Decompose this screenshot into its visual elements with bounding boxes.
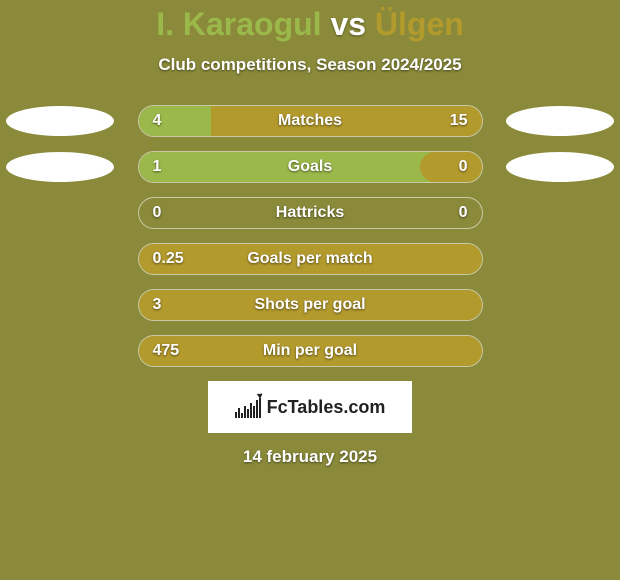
comparison-title: I. Karaogul vs Ülgen xyxy=(0,6,620,43)
stat-value-left: 0 xyxy=(153,204,162,222)
stat-label: Goals xyxy=(288,158,332,176)
fctables-logo: FcTables.com xyxy=(208,381,412,433)
team-logo-placeholder-right xyxy=(506,106,614,136)
vs-text: vs xyxy=(322,6,375,42)
stat-bar: 3 Shots per goal xyxy=(138,289,483,321)
stat-label: Min per goal xyxy=(263,342,357,360)
stat-row: 475 Min per goal xyxy=(0,335,620,367)
stat-row: 0.25 Goals per match xyxy=(0,243,620,275)
stat-row: 1 0 Goals xyxy=(0,151,620,183)
stat-bar: 1 0 Goals xyxy=(138,151,483,183)
stat-bar: 475 Min per goal xyxy=(138,335,483,367)
player2-name: Ülgen xyxy=(375,6,464,42)
stat-value-right: 0 xyxy=(459,204,468,222)
stat-bar: 0 0 Hattricks xyxy=(138,197,483,229)
stats-rows: 4 15 Matches 1 0 Goals 0 0 Hattricks 0.25 Goals pe… xyxy=(0,105,620,367)
player1-name: I. Karaogul xyxy=(156,6,321,42)
logo-chart-icon xyxy=(235,396,261,418)
stat-row: 4 15 Matches xyxy=(0,105,620,137)
date-text: 14 february 2025 xyxy=(0,447,620,467)
stat-value-left: 1 xyxy=(153,158,162,176)
stat-label: Hattricks xyxy=(276,204,344,222)
stat-label: Matches xyxy=(278,112,342,130)
stat-row: 0 0 Hattricks xyxy=(0,197,620,229)
stat-value-left: 475 xyxy=(153,342,180,360)
stat-label: Shots per goal xyxy=(254,296,365,314)
team-logo-placeholder-left xyxy=(6,152,114,182)
logo-text: FcTables.com xyxy=(267,397,386,418)
team-logo-placeholder-right xyxy=(506,152,614,182)
team-logo-placeholder-left xyxy=(6,106,114,136)
stat-row: 3 Shots per goal xyxy=(0,289,620,321)
stat-bar: 4 15 Matches xyxy=(138,105,483,137)
stat-value-right: 15 xyxy=(450,112,468,130)
stat-value-left: 3 xyxy=(153,296,162,314)
stat-value-left: 4 xyxy=(153,112,162,130)
stat-value-right: 0 xyxy=(459,158,468,176)
stat-label: Goals per match xyxy=(247,250,372,268)
subtitle: Club competitions, Season 2024/2025 xyxy=(0,55,620,75)
stat-bar: 0.25 Goals per match xyxy=(138,243,483,275)
stat-value-left: 0.25 xyxy=(153,250,184,268)
